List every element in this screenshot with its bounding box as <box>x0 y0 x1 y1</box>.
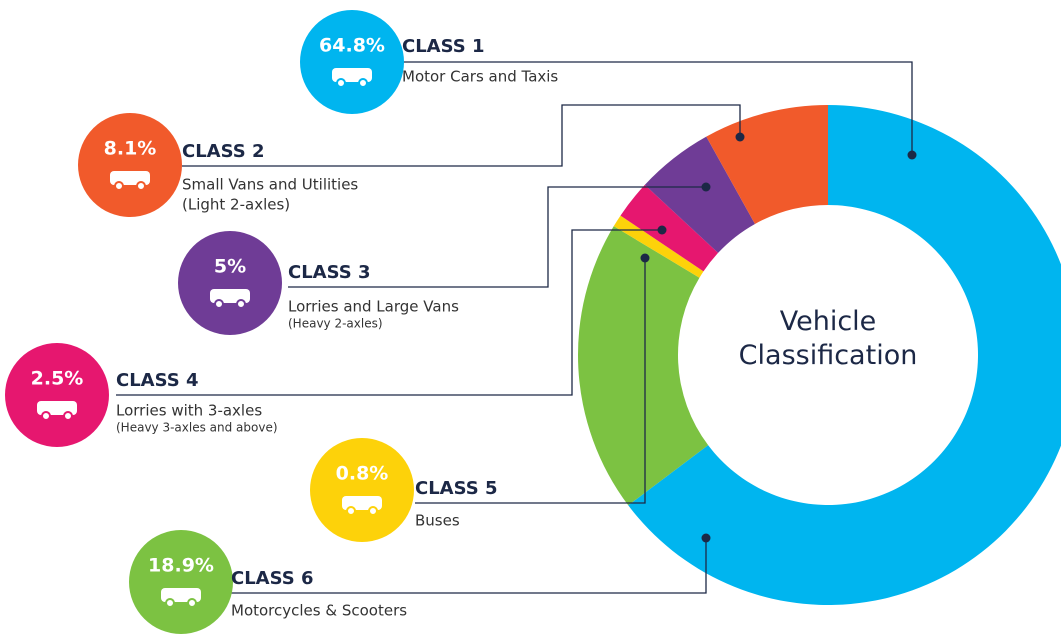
icon-wheel <box>41 411 51 421</box>
leader-dot <box>701 182 711 192</box>
badge-value: 64.8% <box>319 35 385 57</box>
class-description: Motorcycles & Scooters <box>231 602 407 620</box>
icon-wheel <box>346 506 356 516</box>
donut-segment <box>578 226 709 506</box>
icon-wheel <box>165 598 175 608</box>
donut-segment <box>644 136 755 253</box>
class-badge <box>300 10 404 114</box>
class-title: CLASS 1 <box>402 36 485 57</box>
class-badge <box>178 231 282 335</box>
class-title: CLASS 5 <box>415 478 498 499</box>
leader-dot <box>657 225 667 235</box>
icon-wheel <box>214 299 224 309</box>
class-title: CLASS 2 <box>182 141 265 162</box>
leader-line <box>116 229 662 396</box>
vehicle-icon <box>332 68 372 88</box>
icon-wheel <box>368 506 378 516</box>
badge-value: 0.8% <box>336 463 389 485</box>
leader-line <box>402 61 913 155</box>
leader-line <box>288 186 706 288</box>
icon-wheel <box>63 411 73 421</box>
badge-value: 18.9% <box>148 555 214 577</box>
donut-segment <box>613 215 704 278</box>
leader-line <box>231 538 707 594</box>
leader-line <box>182 104 741 167</box>
leader-dot <box>701 533 711 543</box>
vehicle-icon <box>110 171 150 191</box>
icon-wheel <box>136 181 146 191</box>
class-badge <box>310 438 414 542</box>
class-badge <box>129 530 233 634</box>
leader-line <box>415 258 646 504</box>
chart-title: Vehicle Classification <box>738 306 918 371</box>
icon-wheel <box>114 181 124 191</box>
vehicle-icon <box>37 401 77 421</box>
badge-value: 2.5% <box>31 368 84 390</box>
class-badge <box>5 343 109 447</box>
icon-wheel <box>236 299 246 309</box>
class-description: Lorries with 3-axles <box>116 402 262 420</box>
icon-wheel <box>336 78 346 88</box>
class-note: (Heavy 2-axles) <box>288 317 383 331</box>
class-badge <box>78 113 182 217</box>
leader-dot <box>735 132 745 142</box>
class-title: CLASS 4 <box>116 370 199 391</box>
class-description: Lorries and Large Vans <box>288 298 459 316</box>
vehicle-icon <box>210 289 250 309</box>
class-description: Buses <box>415 512 460 530</box>
class-title: CLASS 3 <box>288 262 371 283</box>
badge-value: 5% <box>214 256 246 278</box>
badge-value: 8.1% <box>104 138 157 160</box>
icon-wheel <box>187 598 197 608</box>
icon-wheel <box>358 78 368 88</box>
class-note: (Heavy 3-axles and above) <box>116 421 278 435</box>
vehicle-icon <box>161 588 201 608</box>
vehicle-icon <box>342 496 382 516</box>
donut-segment <box>620 184 719 272</box>
class-title: CLASS 6 <box>231 568 314 589</box>
donut-segment <box>628 105 1061 605</box>
class-description: Motor Cars and Taxis <box>402 68 558 86</box>
class-description: (Light 2-axles) <box>182 196 290 214</box>
class-description: Small Vans and Utilities <box>182 176 358 194</box>
leader-dot <box>640 253 650 263</box>
leader-dot <box>907 150 917 160</box>
